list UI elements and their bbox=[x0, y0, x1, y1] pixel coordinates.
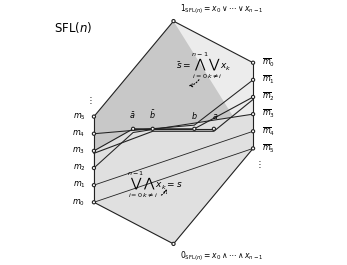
Text: $\bigvee_{i=0}^{n-1} \bigwedge_{k \neq i} x_k = s$: $\bigvee_{i=0}^{n-1} \bigwedge_{k \neq i… bbox=[127, 169, 183, 199]
Text: $m_2$: $m_2$ bbox=[73, 163, 85, 173]
Circle shape bbox=[172, 242, 175, 245]
Circle shape bbox=[92, 132, 95, 135]
Circle shape bbox=[151, 127, 154, 130]
Text: $0_{\mathrm{SFL}(n)} = x_0 \wedge \cdots \wedge x_{n-1}$: $0_{\mathrm{SFL}(n)} = x_0 \wedge \cdots… bbox=[180, 249, 263, 263]
Text: $\overline{m}_5$: $\overline{m}_5$ bbox=[262, 142, 274, 155]
Text: $\overline{m}_2$: $\overline{m}_2$ bbox=[262, 91, 274, 103]
FancyArrowPatch shape bbox=[190, 80, 199, 87]
Polygon shape bbox=[94, 114, 253, 244]
Text: $m_4$: $m_4$ bbox=[72, 129, 85, 139]
Text: $\overline{m}_4$: $\overline{m}_4$ bbox=[262, 125, 275, 138]
Circle shape bbox=[92, 149, 95, 152]
Text: $a$: $a$ bbox=[212, 112, 218, 121]
Circle shape bbox=[252, 147, 255, 150]
Circle shape bbox=[92, 201, 95, 204]
Circle shape bbox=[92, 184, 95, 187]
Text: $m_5$: $m_5$ bbox=[73, 111, 85, 122]
Circle shape bbox=[172, 20, 175, 23]
Circle shape bbox=[252, 130, 255, 133]
Circle shape bbox=[92, 166, 95, 170]
Circle shape bbox=[252, 113, 255, 116]
Circle shape bbox=[193, 127, 196, 130]
Circle shape bbox=[92, 115, 95, 118]
Text: $\mathrm{SFL}(n)$: $\mathrm{SFL}(n)$ bbox=[53, 20, 92, 35]
Text: $\bar{a}$: $\bar{a}$ bbox=[129, 111, 135, 121]
Circle shape bbox=[252, 95, 255, 99]
Text: $b$: $b$ bbox=[191, 111, 198, 121]
Text: $m_0$: $m_0$ bbox=[73, 197, 85, 207]
Circle shape bbox=[132, 127, 135, 130]
Text: $m_3$: $m_3$ bbox=[73, 145, 85, 156]
Text: $\overline{m}_3$: $\overline{m}_3$ bbox=[262, 108, 275, 120]
Text: $\bar{s} = \bigwedge_{i=0}^{n-1} \bigvee_{k \neq i} x_k$: $\bar{s} = \bigwedge_{i=0}^{n-1} \bigvee… bbox=[176, 50, 232, 80]
Polygon shape bbox=[94, 129, 253, 244]
Text: $\overline{m}_0$: $\overline{m}_0$ bbox=[262, 56, 275, 69]
Text: $m_1$: $m_1$ bbox=[73, 180, 85, 190]
Text: $1_{\mathrm{SFL}(n)} = x_0 \vee \cdots \vee x_{n-1}$: $1_{\mathrm{SFL}(n)} = x_0 \vee \cdots \… bbox=[180, 2, 263, 16]
Circle shape bbox=[252, 78, 255, 81]
Polygon shape bbox=[174, 21, 253, 148]
Text: $\vdots$: $\vdots$ bbox=[255, 160, 261, 170]
FancyArrowPatch shape bbox=[161, 190, 167, 195]
Circle shape bbox=[252, 61, 255, 64]
Circle shape bbox=[212, 127, 215, 130]
Polygon shape bbox=[94, 21, 253, 168]
Text: $\overline{m}_1$: $\overline{m}_1$ bbox=[262, 74, 274, 86]
Ellipse shape bbox=[118, 85, 229, 180]
Text: $\bar{b}$: $\bar{b}$ bbox=[149, 109, 156, 121]
Text: $\vdots$: $\vdots$ bbox=[86, 95, 92, 105]
